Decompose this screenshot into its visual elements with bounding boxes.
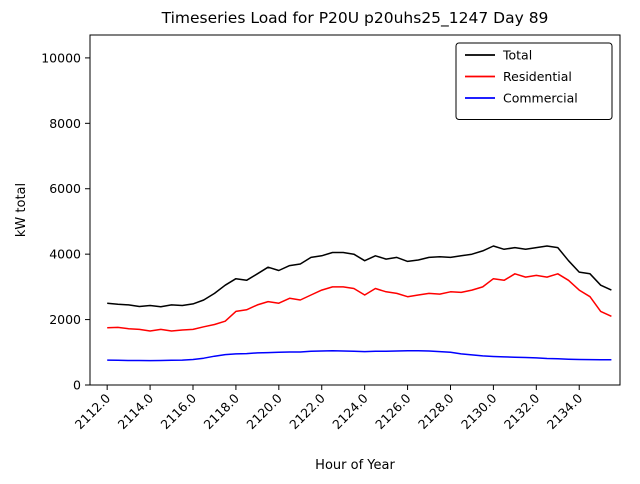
y-tick-label: 8000 [49, 116, 81, 131]
legend-label-total: Total [502, 48, 532, 63]
x-tick-label: 2112.0 [72, 390, 114, 432]
x-tick-label: 2118.0 [200, 390, 242, 432]
x-tick-label: 2134.0 [544, 390, 586, 432]
y-tick-label: 6000 [49, 181, 81, 196]
y-tick-label: 10000 [41, 50, 81, 65]
x-tick-label: 2132.0 [501, 390, 543, 432]
legend-box [455, 42, 613, 120]
x-axis-ticks: 2112.0 2114.0 2116.0 2118.0 2120.0 2122.0 2124… [72, 385, 586, 432]
x-tick-label: 2124.0 [329, 390, 371, 432]
x-tick-label: 2120.0 [243, 390, 285, 432]
x-axis-label: Hour of Year [315, 458, 395, 473]
y-tick-label: 2000 [49, 312, 81, 327]
series-line-residential [107, 273, 612, 332]
legend-label-residential: Residential [503, 69, 572, 84]
x-tick-label: 2128.0 [415, 390, 457, 432]
x-tick-label: 2130.0 [458, 390, 500, 432]
axes-frame [89, 34, 621, 386]
plot-series [107, 245, 612, 362]
y-axis-label: kW total [14, 183, 29, 237]
series-line-total [107, 245, 612, 308]
y-axis-ticks: 0 2000 4000 6000 8000 10000 [41, 50, 90, 393]
x-tick-label: 2114.0 [115, 390, 157, 432]
legend-label-commercial: Commercial [503, 91, 578, 106]
x-tick-label: 2126.0 [372, 390, 414, 432]
y-tick-label: 0 [73, 378, 81, 393]
series-line-commercial [107, 349, 612, 362]
chart-title: Timeseries Load for P20U p20uhs25_1247 D… [161, 9, 549, 28]
legend: Total Residential Commercial [455, 42, 613, 120]
x-tick-label: 2122.0 [286, 390, 328, 432]
y-tick-label: 4000 [49, 247, 81, 262]
x-tick-label: 2116.0 [158, 390, 200, 432]
